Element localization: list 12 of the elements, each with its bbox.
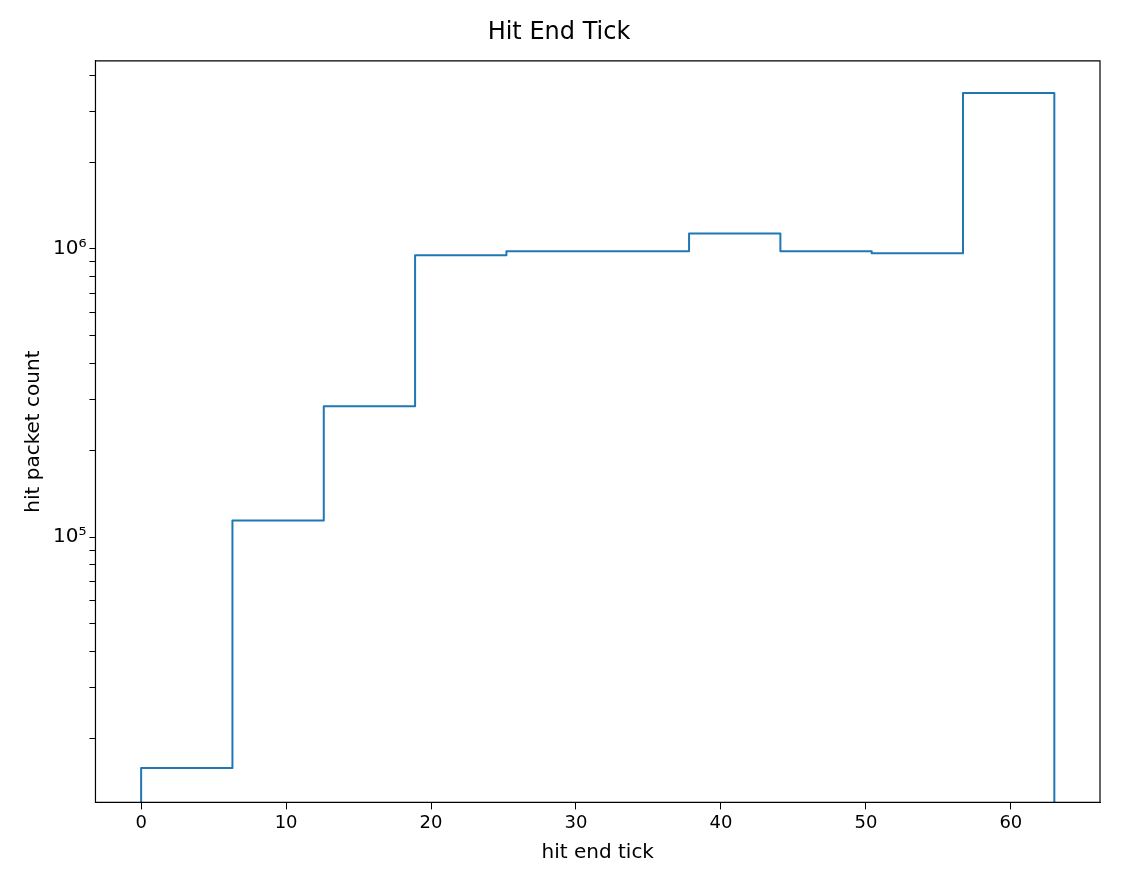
x-tick-label: 50 [854,810,878,832]
x-axis-title: hit end tick [541,839,655,864]
x-tick-label: 60 [999,810,1023,832]
x-tick-label: 20 [419,810,443,832]
x-tick-label: 0 [135,810,147,832]
y-axis-title: hit packet count [20,350,45,513]
y-tick-label: 10⁶ [53,234,87,259]
x-tick-label: 10 [274,810,298,832]
chart-title: Hit End Tick [487,16,631,45]
x-tick-label: 30 [564,810,588,832]
x-tick-label: 40 [709,810,733,832]
y-tick-label: 10⁵ [53,523,87,548]
